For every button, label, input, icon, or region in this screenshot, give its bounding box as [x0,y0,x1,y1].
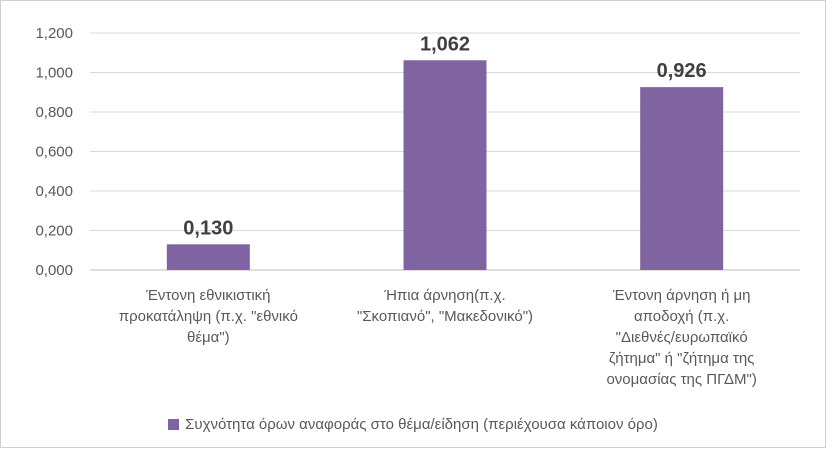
y-tick-label: 0,600 [35,144,73,161]
y-tick-label: 0,800 [35,104,73,121]
bar [403,60,487,270]
y-tick-label: 0,400 [35,183,73,200]
data-label: 0,130 [183,217,233,239]
category-label: Έντονη εθνικιστική προκατάληψη (π.χ. "εθν… [119,287,298,346]
legend: Συχνότητα όρων αναφοράς στο θέμα/είδηση … [0,416,826,433]
bar [640,87,724,271]
y-tick-label: 0,000 [35,262,73,279]
category-label: Έντονη άρνηση ή μη αποδοχή (π.χ. "Διεθνές/… [606,287,756,388]
bar [166,244,250,270]
y-tick-label: 1,200 [35,25,73,42]
legend-swatch [168,419,180,430]
legend-label: Συχνότητα όρων αναφοράς στο θέμα/είδηση … [185,416,658,433]
category-label: Ήπια άρνηση(π.χ. "Σκοπιανό", "Μακεδονικό"… [357,287,533,325]
y-tick-label: 0,200 [35,223,73,240]
data-label: 1,062 [420,33,470,55]
y-tick-label: 1,000 [35,65,73,82]
bar-chart: 0,000 0,200 0,400 0,600 0,800 1,000 1,200 0,130… [35,25,800,388]
data-label: 0,926 [657,60,707,82]
